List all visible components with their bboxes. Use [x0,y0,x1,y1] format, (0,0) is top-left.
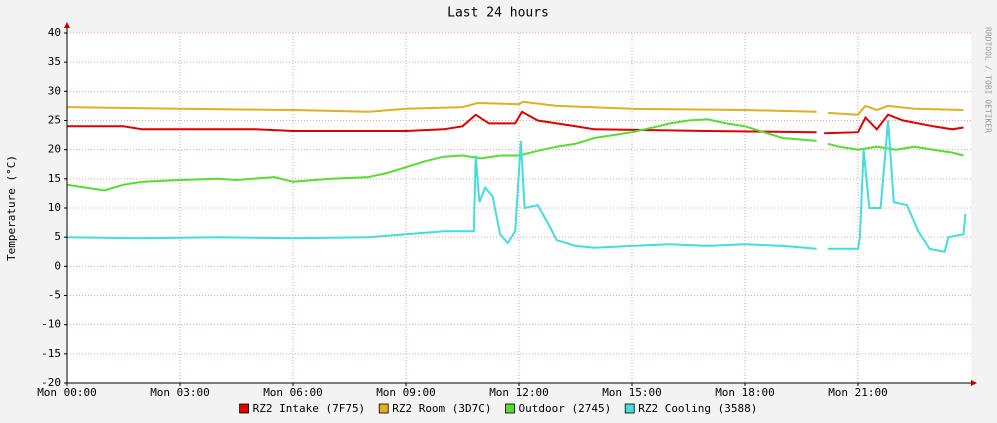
x-tick-label: Mon 00:00 [37,386,97,399]
x-tick-label: Mon 03:00 [150,386,210,399]
legend-swatch [624,403,635,414]
x-tick-label: Mon 21:00 [828,386,888,399]
series-line [66,120,967,253]
legend-item: Outdoor (2745) [505,402,612,415]
legend: RZ2 Intake (7F75) RZ2 Room (3D7C) Outdoor … [239,402,757,415]
x-tick-label: Mon 15:00 [602,386,662,399]
axes [64,22,977,386]
legend-swatch [378,403,389,414]
chart-title: Last 24 hours [447,6,549,21]
y-arrow [64,22,70,28]
legend-item: RZ2 Intake (7F75) [239,402,366,415]
x-tick-label: Mon 12:00 [489,386,549,399]
y-tick-label: -15 [41,347,61,360]
series-line [66,100,964,116]
legend-label: Outdoor (2745) [519,402,612,415]
y-tick-label: 30 [48,84,61,97]
x-arrow [971,380,977,386]
grid [64,32,971,386]
y-tick-label: 0 [54,259,61,272]
y-tick-label: 35 [48,55,61,68]
legend-label: RZ2 Room (3D7C) [392,402,491,415]
series-line [66,118,964,192]
legend-swatch [239,403,250,414]
x-tick-label: Mon 06:00 [263,386,323,399]
legend-item: RZ2 Cooling (3588) [624,402,757,415]
series-line [67,110,964,135]
y-tick-label: -5 [48,289,61,302]
y-tick-label: 5 [54,230,61,243]
y-axis-label: Temperature (°C) [5,155,18,261]
y-tick-label: 40 [48,26,61,39]
watermark: RRDTOOL / TOBI OETIKER [984,27,993,133]
legend-item: RZ2 Room (3D7C) [378,402,492,415]
y-tick-label: -20 [41,376,61,389]
lines [66,100,967,253]
x-tick-label: Mon 09:00 [376,386,436,399]
legend-label: RZ2 Intake (7F75) [253,402,366,415]
y-tick-label: -10 [41,318,61,331]
y-tick-label: 15 [48,172,61,185]
legend-swatch [505,403,515,414]
y-tick-label: 25 [48,114,61,127]
legend-label: RZ2 Cooling (3588) [638,402,757,415]
y-tick-label: 10 [48,201,61,214]
x-tick-label: Mon 18:00 [715,386,775,399]
y-tick-label: 20 [48,143,61,156]
